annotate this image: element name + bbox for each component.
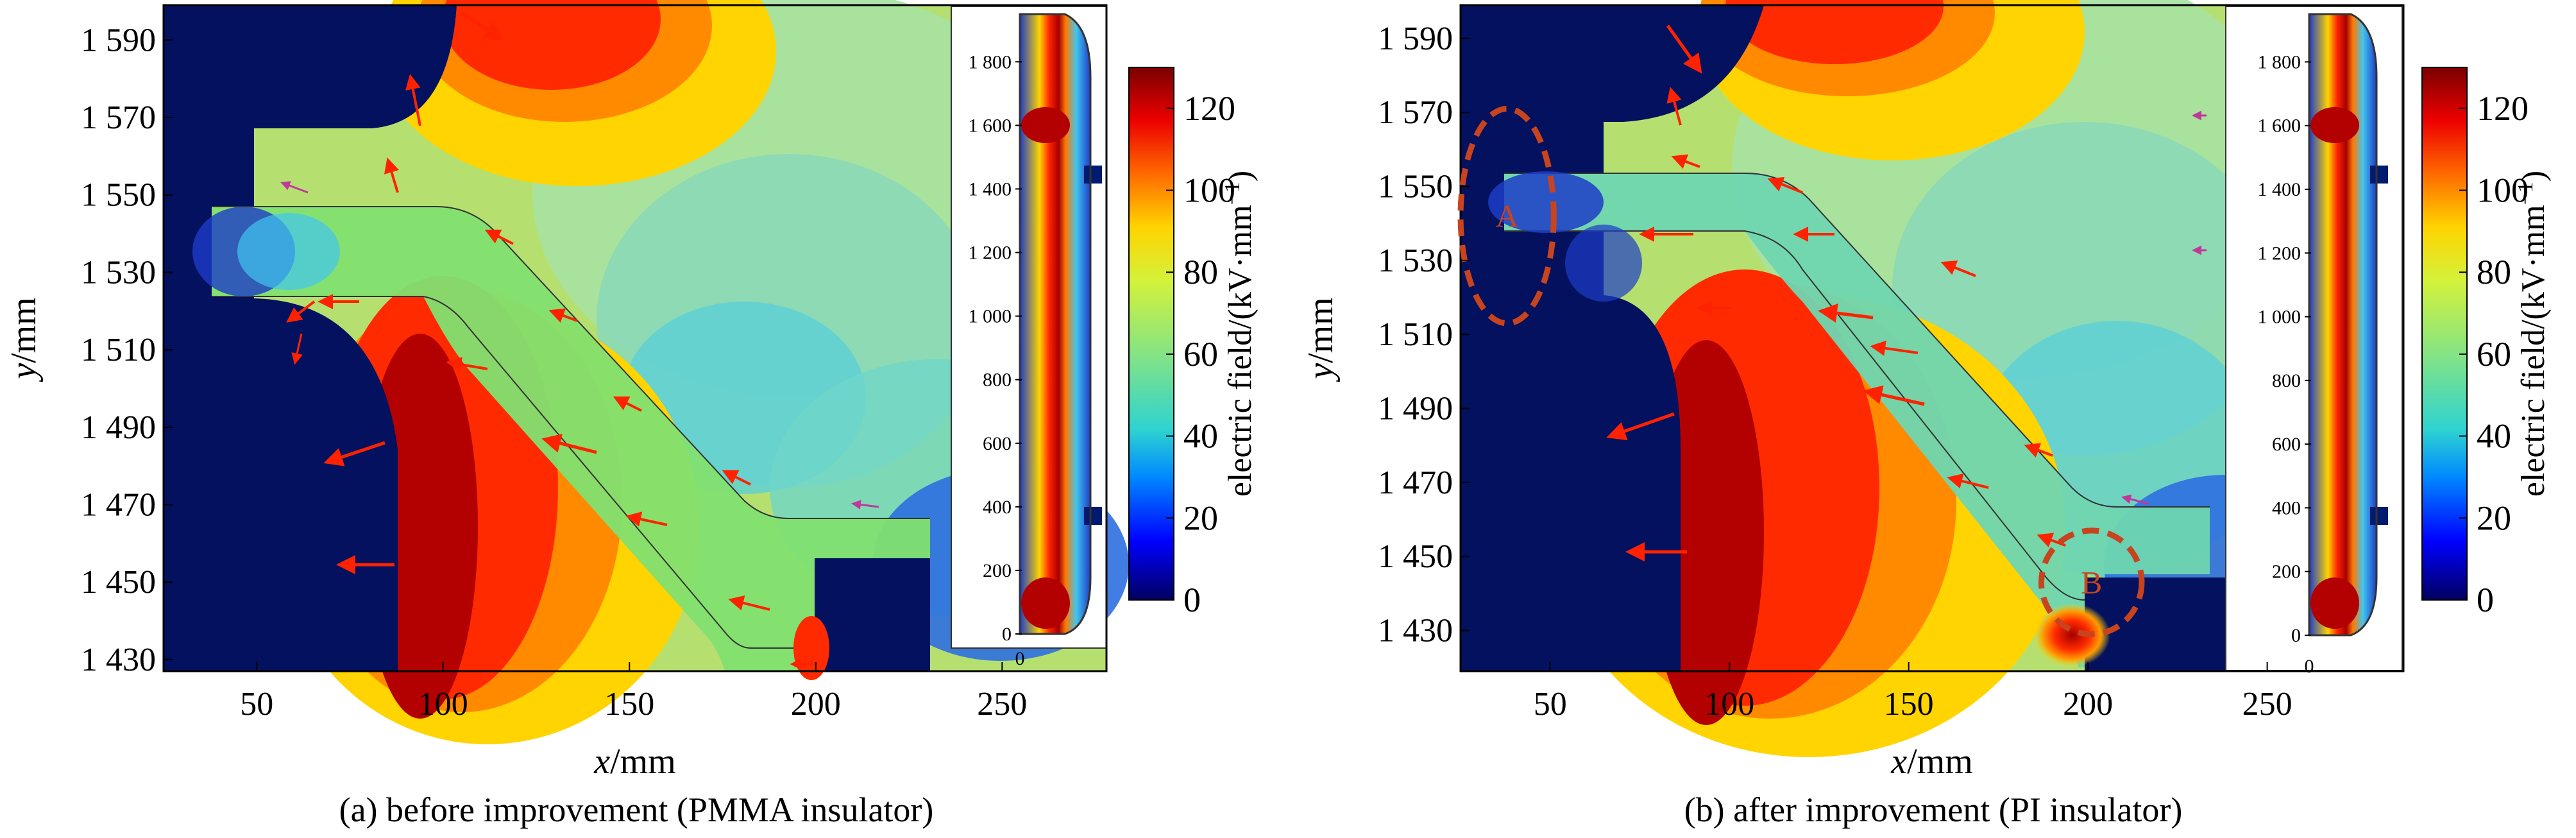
y-tick-label: 1 510 — [81, 332, 156, 368]
colorbar-tick-label: 20 — [2477, 499, 2511, 537]
x-tick-label: 250 — [977, 686, 1027, 723]
inset-x-tick-label: 0 — [2305, 656, 2314, 677]
y-axis-label: y/mm — [1301, 297, 1341, 382]
x-axis-label: x/mm — [1890, 742, 1973, 782]
x-tick-label: 200 — [791, 686, 841, 723]
y-tick-label: 1 450 — [81, 564, 156, 601]
inset-y-tick-label: 200 — [983, 560, 1012, 581]
inset-y-tick-label: 1 800 — [2258, 51, 2301, 73]
y-tick-label: 1 430 — [1378, 613, 1453, 649]
colorbar-tick-label: 60 — [1183, 335, 1218, 373]
panel-b-colorbar: 0 20 40 60 80 100 120 electric field/(kV·mm−1) — [2421, 67, 2552, 619]
colorbar-tick-label: 60 — [2477, 335, 2511, 373]
panel-a-caption: (a) before improvement (PMMA insulator) — [339, 791, 934, 829]
x-tick-label: 50 — [1534, 686, 1567, 723]
panel-a-field-arrows — [280, 11, 879, 670]
x-tick-label: 100 — [418, 686, 468, 723]
colorbar-tick-label: 80 — [2477, 253, 2511, 291]
panel-b-caption: (b) after improvement (PI insulator) — [1684, 791, 2183, 829]
colorbar-tick-label: 40 — [1183, 417, 1218, 456]
inset-y-tick-label: 600 — [983, 433, 1012, 454]
inset-y-tick-label: 0 — [2291, 625, 2301, 646]
x-tick-label: 200 — [2063, 686, 2113, 723]
y-tick-label: 1 470 — [81, 487, 156, 524]
colorbar-tick-label: 80 — [1183, 253, 1218, 291]
x-tick-label: 250 — [2242, 686, 2292, 723]
colorbar-tick-label: 100 — [2477, 171, 2529, 210]
inset-y-tick-label: 800 — [2272, 370, 2301, 391]
panel-b-markers: AB — [1457, 105, 2145, 637]
inset-y-tick-label: 800 — [983, 370, 1012, 391]
x-axis-label: x/mm — [593, 742, 676, 782]
y-tick-label: 1 510 — [1378, 316, 1453, 353]
marker-b-label: B — [2081, 565, 2102, 601]
panel-a-inset: 0 200 400 600 800 1 000 1 200 1 400 1 600 1 800 0 — [951, 6, 1107, 669]
inset-y-tick-label: 0 — [1002, 624, 1012, 645]
inset-y-tick-label: 1 000 — [2258, 307, 2301, 328]
inset-y-tick-label: 1 400 — [2258, 179, 2301, 200]
colorbar-gradient — [1128, 67, 1174, 601]
y-tick-label: 1 490 — [1378, 391, 1453, 427]
panel-b-inset: 0 200 400 600 800 1 000 1 200 1 400 1 600 1 800 0 — [2225, 6, 2403, 677]
inset-y-tick-label: 1 000 — [969, 306, 1012, 327]
y-tick-label: 1 550 — [81, 177, 156, 214]
panel-a-plot-frame — [162, 4, 1108, 672]
inset-y-tick-label: 600 — [2272, 434, 2301, 455]
inset-y-tick-label: 1 400 — [969, 178, 1012, 200]
y-tick-label: 1 530 — [81, 254, 156, 291]
marker-a-label: A — [1496, 198, 1519, 234]
colorbar-tick-label: 100 — [1183, 171, 1235, 210]
inset-x-tick-label: 0 — [1015, 648, 1025, 669]
y-tick-label: 1 490 — [81, 409, 156, 446]
y-tick-label: 1 590 — [1378, 21, 1453, 57]
inset-y-tick-label: 1 200 — [2258, 243, 2301, 264]
y-tick-label: 1 570 — [1378, 94, 1453, 131]
y-tick-label: 1 470 — [1378, 465, 1453, 501]
panel-b-axes: 1 430 1 450 1 470 1 490 1 510 1 530 1 550 1 570… — [1301, 21, 2292, 782]
panel-b-field-arrows — [1606, 24, 2207, 561]
y-tick-label: 1 550 — [1378, 169, 1453, 205]
y-tick-label: 1 570 — [81, 99, 156, 136]
colorbar-tick-label: 0 — [2477, 581, 2494, 619]
inset-y-tick-label: 400 — [2272, 497, 2301, 518]
inset-y-tick-label: 1 600 — [2258, 115, 2301, 137]
x-tick-label: 150 — [604, 686, 654, 723]
marker-a-ellipse — [1457, 105, 1557, 327]
y-tick-label: 1 530 — [1378, 243, 1453, 279]
y-tick-label: 1 450 — [1378, 538, 1453, 575]
panel-b-plot-frame — [1459, 4, 2405, 672]
colorbar-tick-label: 20 — [1183, 499, 1218, 537]
x-tick-label: 50 — [240, 686, 273, 723]
colorbar-tick-label: 120 — [2477, 89, 2529, 128]
colorbar-gradient — [2421, 67, 2468, 601]
panel-a-colorbar: 0 20 40 60 80 100 120 electric field/(kV·mm−1) — [1128, 67, 1259, 619]
colorbar-tick-label: 120 — [1183, 89, 1235, 128]
x-tick-label: 100 — [1704, 686, 1754, 723]
colorbar-label: electric field/(kV·mm−1) — [1221, 171, 1259, 497]
inset-y-tick-label: 1 600 — [969, 115, 1012, 136]
colorbar-label: electric field/(kV·mm−1) — [2514, 171, 2552, 497]
y-tick-label: 1 430 — [81, 642, 156, 678]
x-tick-label: 150 — [1884, 686, 1934, 723]
inset-y-tick-label: 400 — [983, 497, 1012, 518]
y-axis-label: y/mm — [4, 297, 44, 382]
colorbar-tick-label: 40 — [2477, 417, 2511, 456]
inset-y-tick-label: 1 200 — [969, 243, 1012, 264]
inset-y-tick-label: 200 — [2272, 561, 2301, 583]
y-tick-label: 1 590 — [81, 22, 156, 58]
colorbar-tick-label: 0 — [1183, 581, 1201, 619]
inset-y-tick-label: 1 800 — [969, 51, 1012, 73]
marker-b-ellipse — [2038, 527, 2145, 637]
panel-a-axes: 1 430 1 450 1 470 1 490 1 510 1 530 1 550 1 570… — [4, 22, 1027, 782]
